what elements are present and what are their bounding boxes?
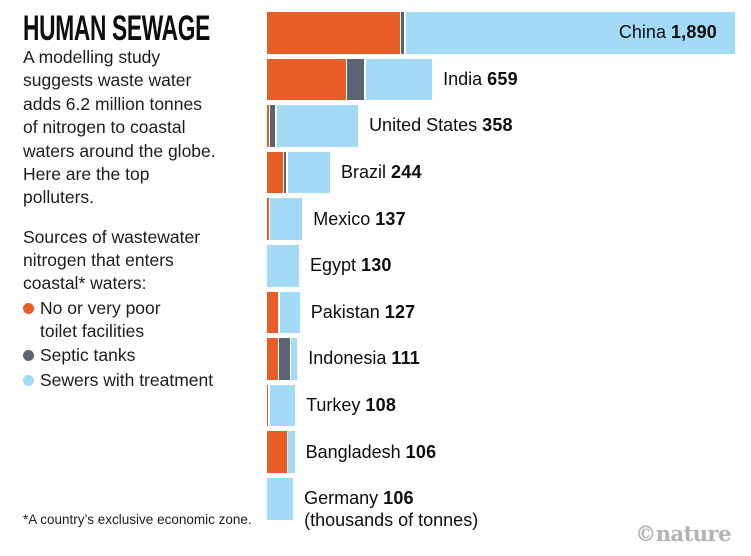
bar-pakistan [267, 291, 300, 334]
bar-label-china: China 1,890 [618, 22, 717, 43]
sewers-with-treatment-dot-icon [23, 374, 34, 386]
segment-sewers [405, 12, 735, 54]
bar-egypt [267, 245, 299, 287]
bar-mexico [267, 198, 303, 240]
bar-label-pakistan: Pakistan 127 [310, 301, 416, 322]
segment-no-toilet [267, 338, 278, 380]
bar-row-india: India 659 [267, 58, 751, 101]
segment-sewers [288, 431, 295, 473]
segment-sewers [267, 245, 299, 287]
legend-item-label: Septic tanks [40, 345, 136, 365]
segment-sewers [276, 105, 359, 147]
bar-row-egypt: Egypt 130 [267, 245, 751, 287]
bar-row-united-states: United States 358 [267, 105, 751, 147]
septic-tanks-dot-icon [23, 350, 34, 361]
segment-no-toilet [267, 431, 287, 473]
no-toilet-facilities-dot-icon [23, 303, 34, 314]
segment-sewers [270, 198, 303, 240]
bar-india [267, 58, 433, 101]
footnote: *A country’s exclusive economic zone. [23, 512, 252, 527]
nature-credit: ©nature [635, 521, 731, 546]
segment-sewers [291, 338, 298, 380]
bar-row-mexico: Mexico 137 [267, 198, 751, 240]
segment-no-toilet [267, 105, 269, 147]
bar-china [267, 12, 735, 54]
bar-row-indonesia: Indonesia 111 [267, 338, 751, 380]
bar-label-brazil: Brazil 244 [341, 162, 422, 183]
page-title: HUMAN SEWAGE [23, 9, 210, 48]
bar-germany [267, 478, 294, 520]
bar-label-indonesia: Indonesia 111 [308, 348, 421, 369]
segment-sewers [279, 291, 300, 334]
segment-no-toilet [267, 384, 269, 427]
bar-label-bangladesh: Bangladesh 106 [305, 441, 437, 462]
segment-no-toilet [267, 58, 346, 101]
bar-row-brazil: Brazil 244 [267, 151, 751, 194]
bar-label-india: India 659 [443, 68, 518, 89]
bar-label-united-states: United States 358 [369, 115, 513, 136]
segment-sewers [267, 478, 294, 520]
segment-sewers [365, 58, 433, 101]
bar-label-turkey: Turkey 108 [306, 395, 397, 416]
bar-row-bangladesh: Bangladesh 106 [267, 431, 751, 473]
segment-no-toilet [267, 151, 283, 194]
segment-septic [401, 12, 405, 54]
bar-bangladesh [267, 431, 295, 473]
segment-sewers [269, 384, 296, 427]
legend-item-label: Sewers with treatment [40, 369, 214, 390]
legend-item-sewers-with-treatment: Sewers with treatment [23, 369, 213, 392]
legend-item-label: No or very poor toilet facilities [40, 298, 161, 341]
segment-no-toilet [267, 12, 400, 54]
bar-brazil [267, 151, 331, 194]
intro-text: A modelling study suggests waste water a… [23, 47, 216, 208]
bar-row-germany: Germany 106 (thousands of tonnes) [267, 478, 751, 531]
segment-septic [270, 105, 276, 147]
segment-septic [279, 338, 290, 380]
bar-row-pakistan: Pakistan 127 [267, 291, 751, 334]
bar-label-mexico: Mexico 137 [313, 208, 406, 229]
legend-item-septic-tanks: Septic tanks [23, 344, 213, 367]
axis-unit-note: (thousands of tonnes) [304, 510, 479, 531]
bar-row-china: China 1,890 [267, 12, 751, 54]
bar-turkey [267, 384, 296, 427]
bar-label-germany: Germany 106 (thousands of tonnes) [304, 488, 479, 531]
bar-row-turkey: Turkey 108 [267, 384, 751, 427]
segment-no-toilet [267, 291, 279, 334]
bar-united-states [267, 105, 359, 147]
bar-indonesia [267, 338, 298, 380]
legend-intro-text: Sources of wastewater nitrogen that ente… [23, 227, 201, 293]
segment-sewers [287, 151, 331, 194]
segment-septic [284, 151, 287, 194]
segment-no-toilet [267, 198, 269, 240]
segment-septic [347, 58, 365, 101]
legend-item-no-toilet-facilities: No or very poor toilet facilities [23, 297, 213, 342]
legend: No or very poor toilet facilities Septic … [23, 297, 213, 393]
bar-label-egypt: Egypt 130 [309, 255, 392, 276]
